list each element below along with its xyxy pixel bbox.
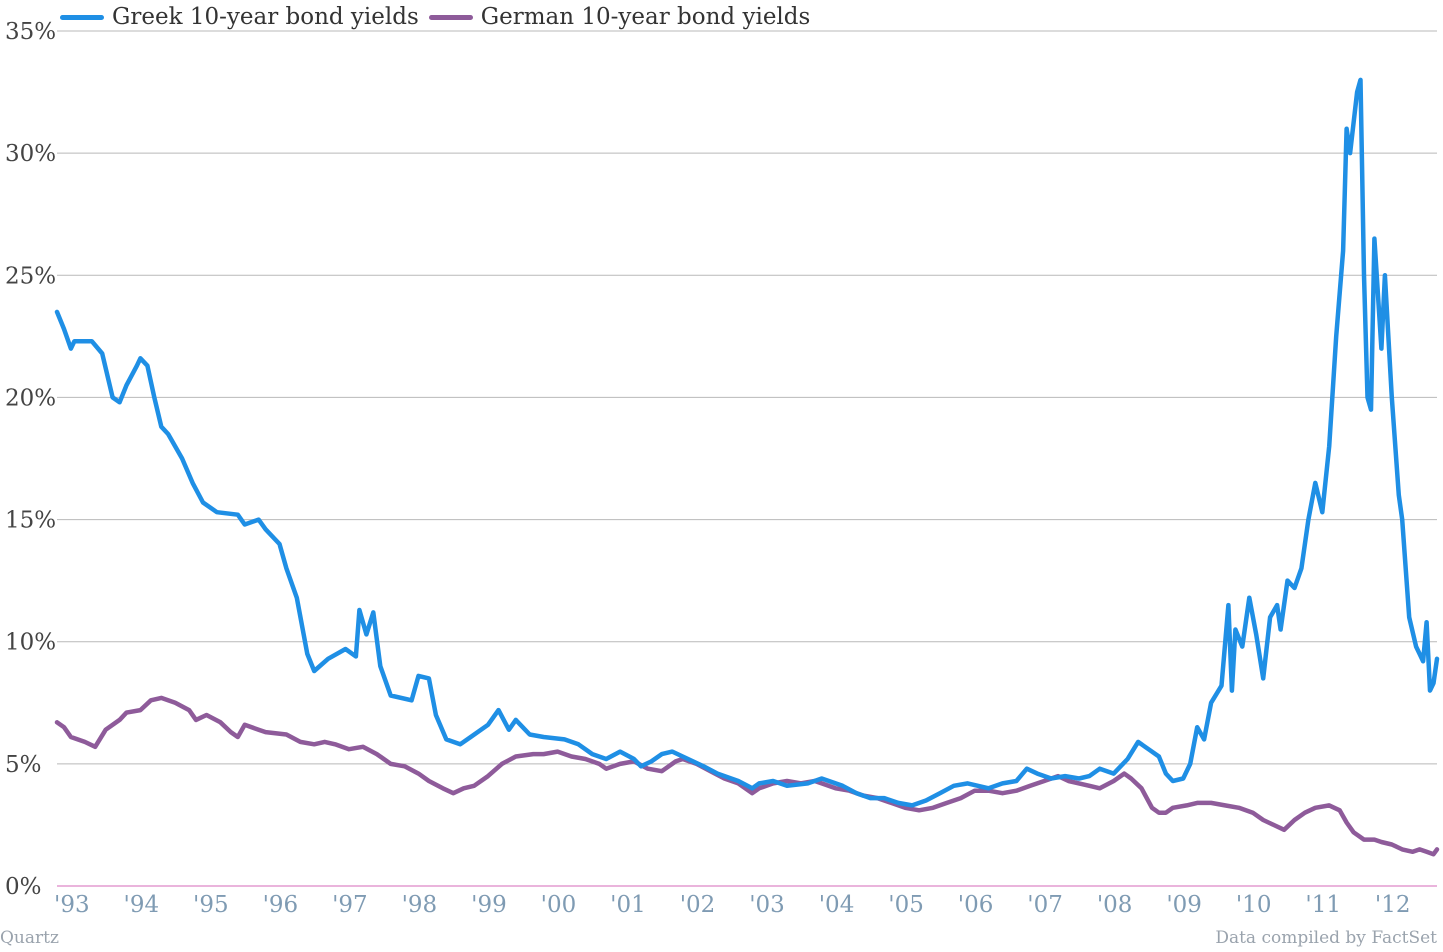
x-tick-label: '97	[332, 892, 368, 918]
x-tick-label: '12	[1375, 892, 1411, 918]
x-tick-label: '04	[819, 892, 855, 918]
legend-item-german: German 10-year bond yields	[428, 4, 811, 30]
x-tick-label: '10	[1236, 892, 1272, 918]
x-tick-label: '07	[1027, 892, 1063, 918]
x-tick-label: '08	[1097, 892, 1133, 918]
x-tick-label: '99	[471, 892, 507, 918]
footer-brand: Quartz	[0, 928, 59, 948]
legend-swatch-greek	[60, 14, 104, 20]
legend-label-greek: Greek 10-year bond yields	[112, 4, 419, 30]
y-tick-label: 5%	[5, 752, 42, 778]
y-tick-label: 10%	[5, 630, 56, 656]
x-tick-label: '95	[193, 892, 229, 918]
x-tick-label: '05	[888, 892, 924, 918]
x-tick-label: '02	[680, 892, 716, 918]
x-tick-label: '09	[1166, 892, 1202, 918]
x-tick-label: '94	[124, 892, 160, 918]
x-tick-label: '01	[610, 892, 646, 918]
y-tick-label: 15%	[5, 508, 56, 534]
y-tick-label: 0%	[5, 874, 42, 900]
legend: Greek 10-year bond yields German 10-year…	[60, 4, 820, 30]
x-axis-tick-labels: '93 '94 '95 '96 '97 '98 '99 '00 '01 '02 '03 '04 '05 '…	[54, 892, 1411, 918]
x-tick-label: '96	[263, 892, 299, 918]
y-axis-tick-labels: 0% 5% 10% 15% 20% 25% 30% 35%	[5, 19, 56, 900]
x-tick-label: '11	[1305, 892, 1341, 918]
gridlines	[57, 30, 1437, 887]
x-tick-label: '06	[958, 892, 994, 918]
series-lines	[54, 77, 1440, 857]
y-tick-label: 25%	[5, 263, 56, 289]
x-tick-label: '03	[749, 892, 785, 918]
y-tick-label: 30%	[5, 141, 56, 167]
footer-source: Data compiled by FactSet	[1215, 928, 1437, 948]
x-tick-label: '98	[402, 892, 438, 918]
legend-swatch-german	[428, 14, 473, 20]
legend-item-greek: Greek 10-year bond yields	[60, 4, 419, 30]
y-tick-label: 35%	[5, 19, 56, 45]
x-tick-label: '93	[54, 892, 90, 918]
legend-label-german: German 10-year bond yields	[480, 4, 811, 30]
series-line-greek	[54, 77, 1440, 808]
y-tick-label: 20%	[5, 385, 56, 411]
x-tick-label: '00	[541, 892, 577, 918]
series-line-german	[54, 695, 1440, 857]
